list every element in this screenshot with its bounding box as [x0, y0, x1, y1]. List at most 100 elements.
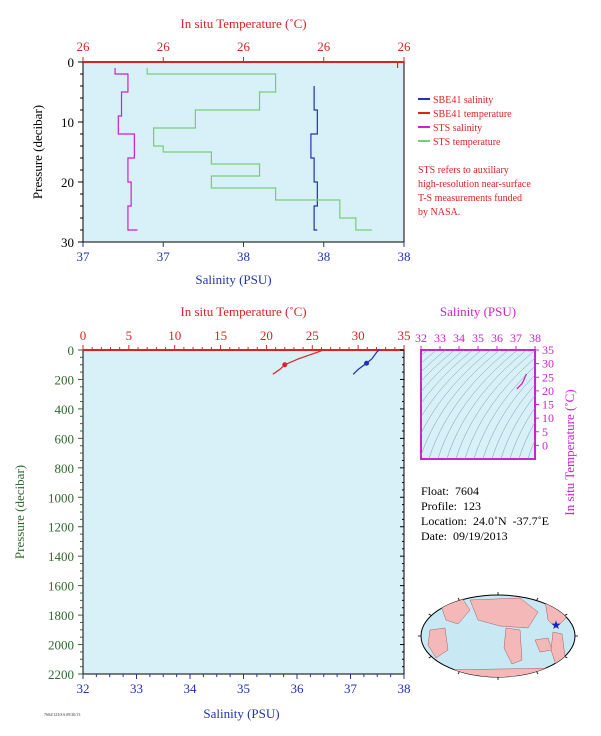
ts-temp-tick-label: 5: [542, 425, 548, 439]
bottom-temp-axis-label: In situ Temperature (˚C): [180, 304, 306, 319]
bottom-sal-tick-label: 33: [130, 681, 143, 696]
top-sal-tick-label: 37: [77, 249, 91, 264]
bottom-temp-tick-label: 5: [126, 328, 133, 343]
density-contour: [473, 365, 535, 459]
sts-note-line: by NASA.: [418, 207, 460, 218]
map-land-mass: [503, 627, 523, 665]
top-temp-tick-label: 26: [157, 39, 171, 54]
density-contour: [421, 350, 492, 435]
bottom-pressure-tick-label: 1800: [48, 608, 74, 623]
density-contour: [500, 395, 535, 459]
top-temp-tick-label: 26: [317, 39, 331, 54]
legend-label: SBE41 salinity: [433, 95, 493, 106]
top-pressure-tick-label: 30: [61, 235, 74, 250]
bottom-sal-tick-label: 36: [291, 681, 305, 696]
map-land-mass: [427, 627, 449, 659]
density-contour: [437, 350, 519, 459]
ts-sal-axis-label: Salinity (PSU): [440, 304, 516, 319]
series-line-0: [310, 86, 318, 231]
top-temp-axis-label: In situ Temperature (˚C): [180, 16, 306, 31]
density-contour: [446, 350, 528, 459]
density-contour: [464, 357, 535, 459]
series-line-2: [114, 68, 138, 231]
ts-temp-axis-label: In situ Temperature (˚C): [562, 389, 577, 515]
legend: SBE41 salinity SBE41 temperature STS salin…: [418, 95, 531, 218]
ts-temp-tick-label: 30: [542, 357, 554, 371]
plot-area: [82, 349, 405, 675]
bottom-temp-tick-label: 0: [80, 328, 87, 343]
bottom-pressure-tick-label: 0: [68, 343, 75, 358]
full-profile-chart: 0 5 10 15 20 25 30 35 In situ Temperature (˚C) 32…: [12, 304, 411, 721]
float-info: Float: 7604 Profile: 123 Location: 24.0˚…: [421, 484, 549, 544]
ts-temp-tick-label: 15: [542, 398, 554, 412]
density-contour: [482, 374, 535, 459]
map-edge-tick: [564, 613, 568, 616]
bottom-sal-tick-label: 38: [398, 681, 411, 696]
bottom-temp-tick-label: 30: [352, 328, 365, 343]
bottom-temp-tick-label: 25: [306, 328, 319, 343]
ts-sal-tick-label: 32: [415, 331, 427, 345]
map-edge-tick: [428, 656, 432, 659]
bottom-pressure-tick-label: 1400: [48, 549, 74, 564]
map-land-mass: [429, 667, 571, 677]
map-edge-tick: [536, 597, 539, 601]
top-sal-tick-label: 37: [157, 249, 171, 264]
map-edge-tick: [428, 613, 432, 616]
ts-sal-tick-label: 36: [491, 331, 503, 345]
top-pressure-tick-label: 0: [68, 55, 75, 70]
legend-label: STS salinity: [433, 123, 482, 134]
ts-plot-area: [420, 349, 536, 460]
bottom-temp-tick-label: 35: [398, 328, 411, 343]
bottom-pressure-tick-label: 1000: [48, 490, 74, 505]
top-temp-tick-label: 26: [398, 39, 412, 54]
bottom-sal-tick-label: 37: [344, 681, 358, 696]
density-contour: [509, 407, 535, 459]
density-contour: [518, 421, 535, 459]
footer-text: 7604/123/SA 09/20/13: [44, 712, 81, 717]
density-contour: [455, 350, 535, 459]
top-profile-chart: 26 26 26 26 26 In situ Temperature (˚C) 37 37 38…: [30, 16, 411, 287]
ts-temp-tick-label: 20: [542, 384, 554, 398]
bottom-pressure-tick-label: 2200: [48, 667, 74, 682]
bottom-sal-tick-label: 35: [237, 681, 250, 696]
ts-sal-tick-label: 35: [472, 331, 484, 345]
bottom-pressure-tick-label: 800: [55, 461, 75, 476]
temperature-line: [272, 349, 324, 375]
bottom-pressure-tick-label: 1600: [48, 579, 74, 594]
sts-note-line: high-resolution near-surface: [418, 179, 531, 190]
salinity-line: [352, 349, 381, 375]
float-number: Float: 7604: [421, 484, 480, 498]
sts-note-line: T-S measurements funded: [418, 193, 522, 204]
date: Date: 09/19/2013: [421, 529, 508, 543]
series-line-3: [146, 68, 372, 231]
bottom-temp-tick-label: 15: [214, 328, 227, 343]
ts-sal-tick-label: 37: [510, 331, 522, 345]
map-edge-tick: [536, 671, 539, 675]
ts-temp-tick-label: 25: [542, 370, 554, 384]
bottom-pressure-axis-label: Pressure (decibar): [12, 465, 27, 559]
bottom-pressure-tick-label: 200: [55, 372, 75, 387]
top-pressure-axis-label: Pressure (decibar): [30, 105, 45, 199]
density-contour: [527, 439, 535, 459]
top-temp-tick-label: 26: [237, 39, 251, 54]
ts-contours: [421, 350, 535, 459]
density-contour: [491, 384, 535, 459]
ts-temp-tick-label: 35: [542, 343, 554, 357]
ts-sal-tick-label: 33: [434, 331, 446, 345]
ts-diagram-chart: 32 33 34 35 36 37 38 Salinity (PSU) 051015202530…: [415, 304, 577, 516]
top-sal-tick-label: 38: [398, 249, 411, 264]
top-pressure-tick-label: 20: [61, 175, 74, 190]
salinity-marker: [364, 360, 370, 366]
ts-sal-tick-label: 38: [529, 331, 541, 345]
ts-line: [516, 373, 528, 390]
top-sal-tick-label: 38: [317, 249, 330, 264]
bottom-pressure-tick-label: 600: [55, 431, 75, 446]
temperature-marker: [282, 362, 288, 368]
sts-note-line: STS refers to auxiliary: [418, 165, 509, 176]
top-sal-tick-label: 38: [237, 249, 250, 264]
bottom-sal-tick-label: 34: [184, 681, 198, 696]
ts-temp-tick-label: 0: [542, 438, 548, 452]
bottom-pressure-tick-label: 2000: [48, 638, 74, 653]
legend-label: STS temperature: [433, 137, 501, 148]
